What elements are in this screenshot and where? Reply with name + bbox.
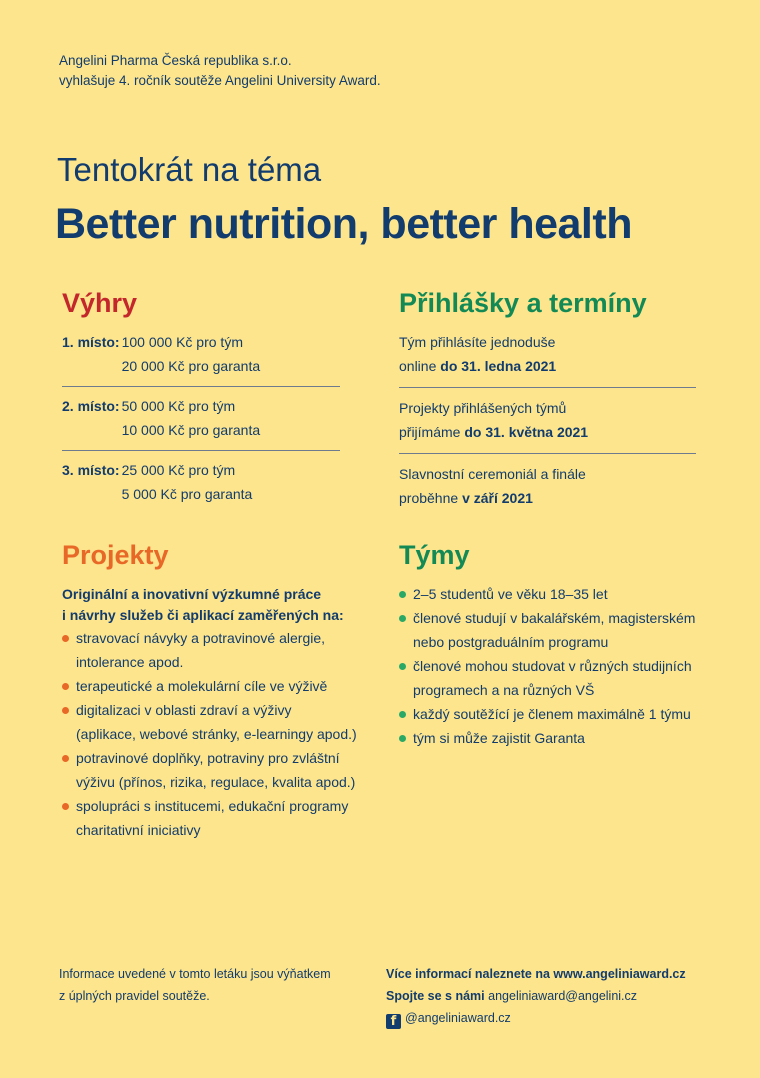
list-item: členové mohou studovat v různých studijn… — [399, 654, 719, 702]
list-item-text: digitalizaci v oblasti zdraví a výživy — [76, 702, 292, 718]
registration-text: Tým přihlásíte jednoduše — [399, 334, 556, 350]
prizes-heading: Výhry — [62, 288, 138, 318]
registration-deadline: do 31. května 2021 — [464, 424, 589, 440]
footer-note-line: Informace uvedené v tomto letáku jsou vý… — [59, 967, 331, 981]
intro-line-2: vyhlašuje 4. ročník soutěže Angelini Uni… — [59, 73, 381, 88]
footer-contact: Více informací naleznete na www.angelini… — [386, 963, 726, 1029]
registration-item: Tým přihlásíte jednoduše online do 31. l… — [399, 330, 699, 387]
list-item-text: nebo postgraduálním programu — [413, 634, 609, 650]
list-item-text: terapeutické a molekulární cíle ve výživ… — [76, 678, 328, 694]
bullet-icon — [399, 591, 406, 598]
bullet-icon — [399, 711, 406, 718]
footer-note: Informace uvedené v tomto letáku jsou vý… — [59, 963, 359, 1007]
bullet-icon — [62, 683, 69, 690]
prize-row: 1. místo: 100 000 Kč pro tým 20 000 Kč p… — [62, 330, 342, 386]
list-item-text: členové mohou studovat v různých studijn… — [413, 658, 692, 674]
list-item-text: (aplikace, webové stránky, e-learningy a… — [76, 726, 357, 742]
prize-team-amount: 50 000 Kč pro tým — [121, 398, 236, 414]
registration-text: online — [399, 358, 441, 374]
facebook-link[interactable]: f @angeliniaward.cz — [386, 1007, 726, 1029]
list-item-text: 2–5 studentů ve věku 18–35 let — [413, 586, 608, 602]
list-item: 2–5 studentů ve věku 18–35 let — [399, 582, 719, 606]
list-item-text: potravinové doplňky, potraviny pro zvláš… — [76, 750, 340, 766]
teams-heading: Týmy — [399, 540, 470, 570]
projects-list: stravovací návyky a potravinové alergie,… — [62, 626, 372, 842]
bullet-icon — [62, 803, 69, 810]
page-subtitle: Tentokrát na téma — [57, 151, 322, 188]
bullet-icon — [62, 755, 69, 762]
bullet-icon — [62, 707, 69, 714]
list-item-text: výživu (přínos, rizika, regulace, kvalit… — [76, 774, 356, 790]
list-item-text: tým si může zajistit Garanta — [413, 730, 585, 746]
prize-row: 3. místo: 25 000 Kč pro tým 5 000 Kč pro… — [62, 451, 342, 506]
projects-heading: Projekty — [62, 540, 169, 570]
list-item: každý soutěžící je členem maximálně 1 tý… — [399, 702, 719, 726]
prize-guarantor-amount: 20 000 Kč pro garanta — [121, 358, 261, 374]
bullet-icon — [399, 663, 406, 670]
projects-lead: Originální a inovativní výzkumné práce i… — [62, 584, 372, 626]
list-item: stravovací návyky a potravinové alergie,… — [62, 626, 372, 674]
email-link[interactable]: angeliniaward@angelini.cz — [488, 989, 638, 1003]
projects-section: Projekty Originální a inovativní výzkumn… — [62, 538, 372, 842]
projects-lead-line: Originální a inovativní výzkumné práce — [62, 586, 322, 602]
divider — [62, 450, 340, 451]
prize-place: 1. místo: — [62, 334, 120, 350]
registration-section: Přihlášky a termíny Tým přihlásíte jedno… — [399, 286, 699, 510]
registration-deadline: do 31. ledna 2021 — [440, 358, 557, 374]
teams-list: 2–5 studentů ve věku 18–35 let členové s… — [399, 582, 719, 750]
projects-lead-line: i návrhy služeb či aplikací zaměřených n… — [62, 607, 344, 623]
registration-item: Projekty přihlášených týmů přijímáme do … — [399, 388, 699, 453]
divider — [399, 387, 696, 388]
prize-team-amount: 100 000 Kč pro tým — [121, 334, 243, 350]
facebook-icon: f — [386, 1014, 401, 1029]
registration-deadline: v září 2021 — [462, 490, 533, 506]
registration-text: přijímáme — [399, 424, 465, 440]
footer-note-line: z úplných pravidel soutěže. — [59, 989, 210, 1003]
list-item-text: programech a na různých VŠ — [413, 682, 595, 698]
list-item: členové studují v bakalářském, magisters… — [399, 606, 719, 654]
registration-heading: Přihlášky a termíny — [399, 288, 647, 318]
list-item-text: stravovací návyky a potravinové alergie, — [76, 630, 326, 646]
intro-line-1: Angelini Pharma Česká republika s.r.o. — [59, 53, 292, 68]
registration-text: Slavnostní ceremoniál a finále — [399, 466, 586, 482]
list-item: potravinové doplňky, potraviny pro zvláš… — [62, 746, 372, 794]
prize-row: 2. místo: 50 000 Kč pro tým 10 000 Kč pr… — [62, 387, 342, 450]
registration-item: Slavnostní ceremoniál a finále proběhne … — [399, 454, 699, 510]
bullet-icon — [399, 735, 406, 742]
prize-guarantor-amount: 10 000 Kč pro garanta — [121, 422, 261, 438]
website-link[interactable]: Více informací naleznete na www.angelini… — [386, 967, 686, 981]
list-item: spolupráci s institucemi, edukační progr… — [62, 794, 372, 842]
teams-section: Týmy 2–5 studentů ve věku 18–35 let člen… — [399, 538, 719, 750]
list-item: digitalizaci v oblasti zdraví a výživy (a… — [62, 698, 372, 746]
registration-text: Projekty přihlášených týmů — [399, 400, 567, 416]
list-item-text: spolupráci s institucemi, edukační progr… — [76, 798, 349, 814]
facebook-handle[interactable]: @angeliniaward.cz — [405, 1011, 511, 1025]
prize-place: 2. místo: — [62, 398, 120, 414]
list-item: terapeutické a molekulární cíle ve výživ… — [62, 674, 372, 698]
intro: Angelini Pharma Česká republika s.r.o. v… — [59, 51, 381, 91]
prize-place: 3. místo: — [62, 462, 120, 478]
list-item-text: členové studují v bakalářském, magisters… — [413, 610, 696, 626]
prizes-section: Výhry 1. místo: 100 000 Kč pro tým 20 00… — [62, 286, 342, 506]
contact-label: Spojte se s námi — [386, 989, 485, 1003]
list-item-text: intolerance apod. — [76, 654, 184, 670]
list-item: tým si může zajistit Garanta — [399, 726, 719, 750]
prize-team-amount: 25 000 Kč pro tým — [121, 462, 236, 478]
divider — [399, 453, 696, 454]
list-item-text: každý soutěžící je členem maximálně 1 tý… — [413, 706, 691, 722]
prize-guarantor-amount: 5 000 Kč pro garanta — [121, 486, 253, 502]
registration-text: proběhne — [399, 490, 463, 506]
divider — [62, 386, 340, 387]
page-title: Better nutrition, better health — [55, 200, 632, 248]
bullet-icon — [399, 615, 406, 622]
bullet-icon — [62, 635, 69, 642]
list-item-text: charitativní iniciativy — [76, 822, 201, 838]
